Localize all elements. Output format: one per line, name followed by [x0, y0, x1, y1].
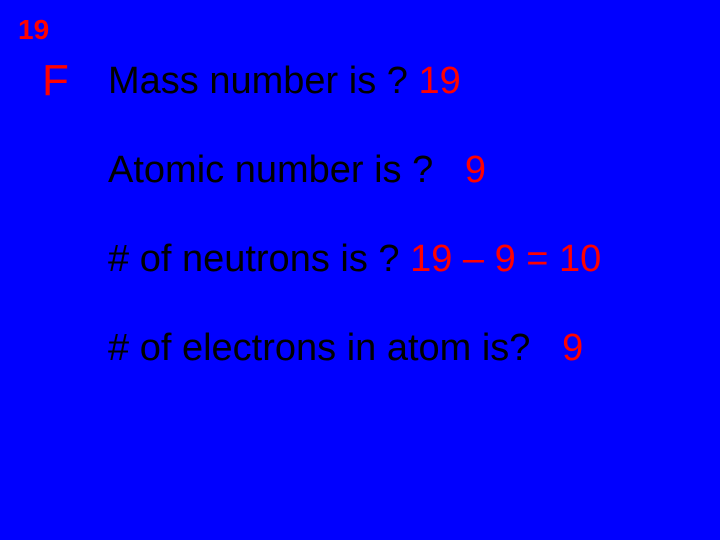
answer-neutrons: 19 – 9 = 10	[410, 238, 601, 280]
question-atomic: Atomic number is ?	[108, 149, 433, 191]
question-mass: Mass number is ?	[108, 60, 408, 102]
line-neutrons: # of neutrons is ? 19 – 9 = 10	[108, 238, 708, 281]
element-symbol: F	[42, 56, 69, 106]
content-area: Mass number is ? 19 Atomic number is ? 9…	[108, 60, 708, 416]
answer-electrons: 9	[562, 327, 583, 369]
line-electrons: # of electrons in atom is? 9	[108, 327, 708, 370]
question-neutrons: # of neutrons is ?	[108, 238, 400, 280]
question-electrons: # of electrons in atom is?	[108, 327, 530, 369]
line-atomic-number: Atomic number is ? 9	[108, 149, 708, 192]
line-mass-number: Mass number is ? 19	[108, 60, 708, 103]
slide-container: 19 F Mass number is ? 19 Atomic number i…	[0, 0, 720, 540]
isotope-mass-number: 19	[18, 14, 49, 46]
answer-mass: 19	[418, 60, 460, 102]
answer-atomic: 9	[465, 149, 486, 191]
